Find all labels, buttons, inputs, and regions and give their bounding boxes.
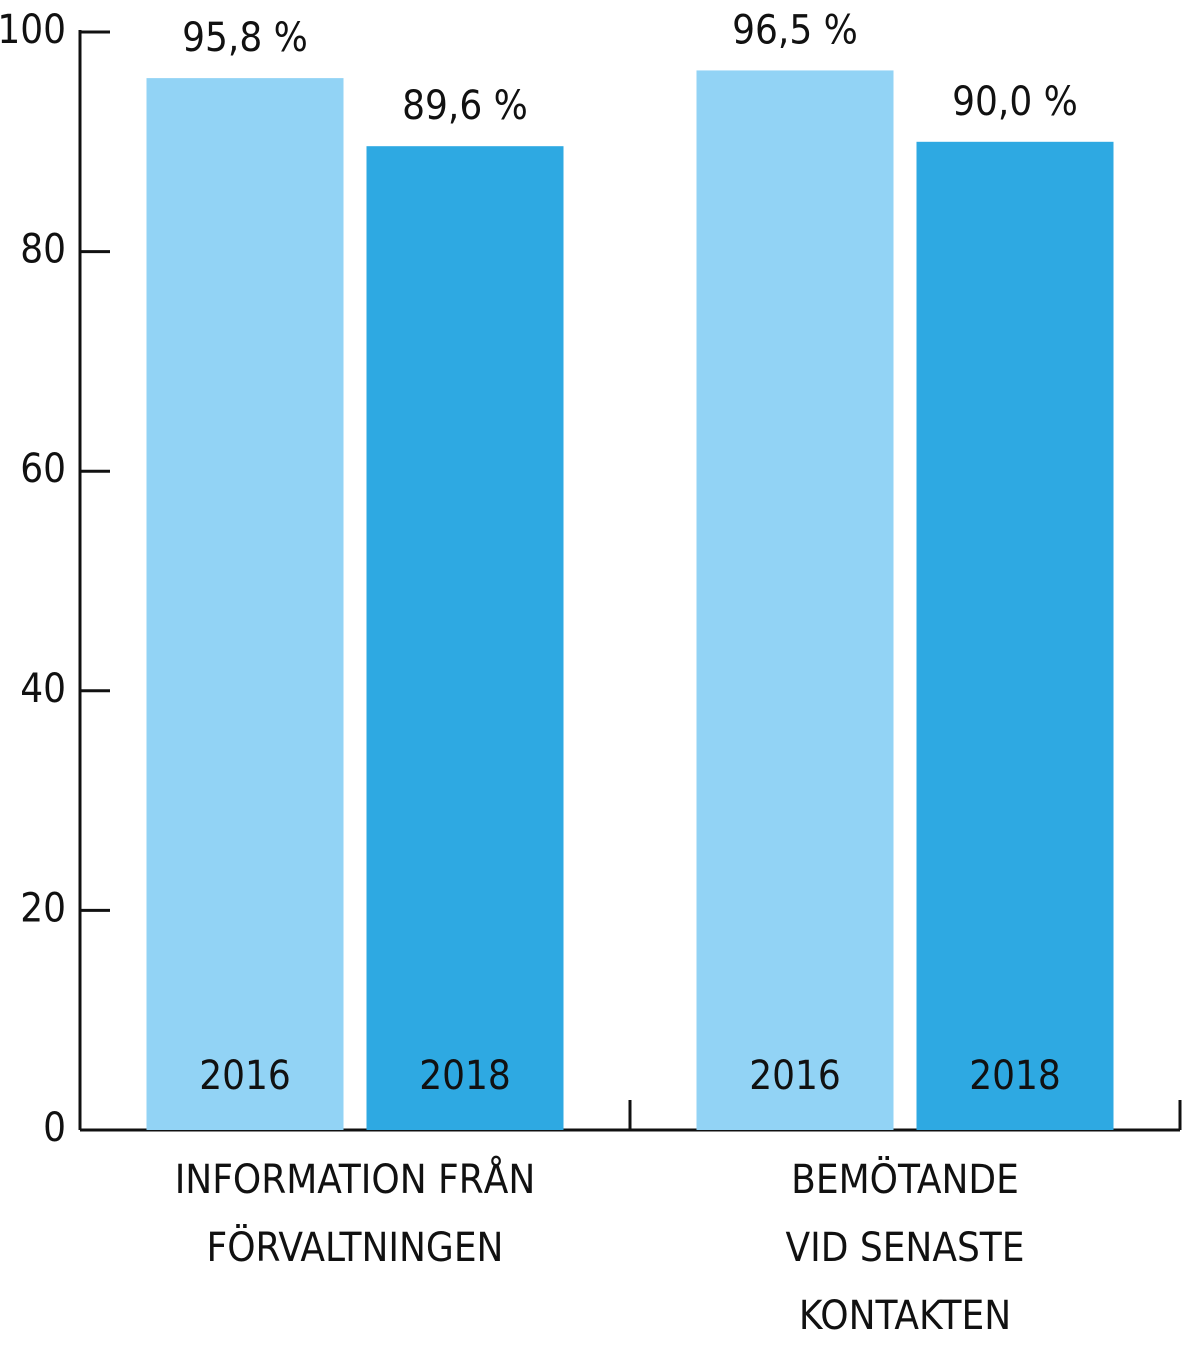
- y-tick-label: 0: [43, 1105, 66, 1151]
- x-tick-label: KONTAKTEN: [799, 1293, 1011, 1339]
- value-label: 96,5 %: [732, 7, 858, 53]
- y-tick-label: 80: [20, 227, 66, 273]
- y-tick-label: 40: [20, 666, 66, 712]
- x-tick-label: BEMÖTANDE: [791, 1155, 1019, 1203]
- x-tick-label: FÖRVALTNINGEN: [207, 1223, 504, 1271]
- value-label: 89,6 %: [402, 83, 528, 129]
- series-label: 2018: [969, 1053, 1061, 1099]
- x-tick-label: VID SENASTE: [785, 1225, 1024, 1271]
- series-label: 2016: [749, 1053, 841, 1099]
- y-tick-label: 60: [20, 446, 66, 492]
- value-label: 95,8 %: [182, 15, 308, 61]
- bar: [146, 78, 344, 1131]
- value-label: 90,0 %: [952, 79, 1078, 125]
- bar: [916, 141, 1114, 1131]
- y-tick-label: 100: [0, 7, 66, 53]
- bar: [366, 146, 564, 1130]
- series-label: 2016: [199, 1053, 291, 1099]
- bar: [696, 70, 894, 1130]
- series-label: 2018: [419, 1053, 511, 1099]
- x-tick-label: INFORMATION FRÅN: [175, 1155, 536, 1203]
- y-tick-label: 20: [20, 885, 66, 931]
